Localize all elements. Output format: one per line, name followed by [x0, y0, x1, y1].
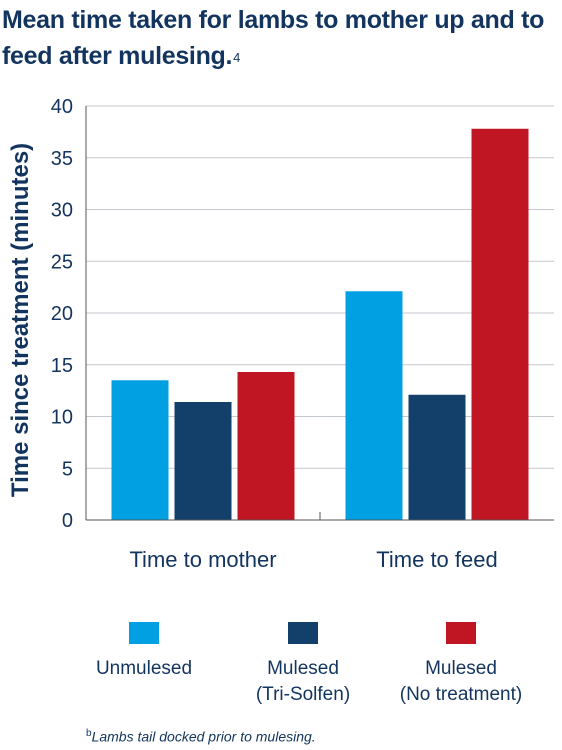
legend-label: Unmulesed: [59, 656, 229, 682]
legend-swatch: [288, 622, 318, 644]
legend-label-line1: Mulesed: [267, 658, 339, 679]
y-tick-label: 35: [51, 148, 73, 170]
footnote-marker: b: [86, 728, 92, 739]
bar-0-1: [174, 402, 232, 520]
y-tick-label: 30: [51, 200, 73, 222]
legend-swatch: [446, 622, 476, 644]
bar-1-0: [345, 291, 403, 520]
y-tick-label: 5: [62, 458, 73, 480]
legend-label: Mulesed (No treatment): [376, 656, 546, 708]
footnote: bLambs tail docked prior to mulesing.: [86, 728, 316, 745]
y-tick-label: 15: [51, 355, 73, 377]
y-axis-label: Time since treatment (minutes): [7, 143, 34, 497]
bar-1-1: [408, 394, 466, 520]
legend-swatch: [129, 622, 159, 644]
chart-title: Mean time taken for lambs to mother up a…: [2, 6, 545, 70]
y-tick-label: 25: [51, 251, 73, 273]
legend-label-line1: Mulesed: [425, 658, 497, 679]
y-tick-label: 0: [62, 510, 73, 532]
bar-1-2: [471, 128, 529, 520]
y-tick-label: 20: [51, 303, 73, 325]
bar-0-2: [237, 371, 295, 520]
x-tick-label: Time to mother: [129, 547, 276, 572]
x-tick-labels: Time to mother Time to feed: [129, 547, 497, 572]
legend-label-line2: (Tri-Solfen): [255, 684, 351, 705]
bar-0-0: [111, 380, 169, 520]
footnote-text: Lambs tail docked prior to mulesing.: [91, 728, 316, 745]
legend-label-line2: (No treatment): [399, 684, 523, 705]
x-tick-label: Time to feed: [376, 547, 497, 572]
title-reference: 4: [233, 50, 241, 65]
y-tick-label: 10: [51, 407, 73, 429]
axes: [85, 106, 554, 521]
legend-label: Mulesed (Tri-Solfen): [218, 656, 388, 708]
bars: [111, 128, 529, 520]
y-tick-label: 40: [51, 96, 73, 118]
y-tick-labels: 0 5 10 15 20 25 30 35 40: [51, 96, 73, 532]
legend-label-line1: Unmulesed: [95, 658, 193, 679]
